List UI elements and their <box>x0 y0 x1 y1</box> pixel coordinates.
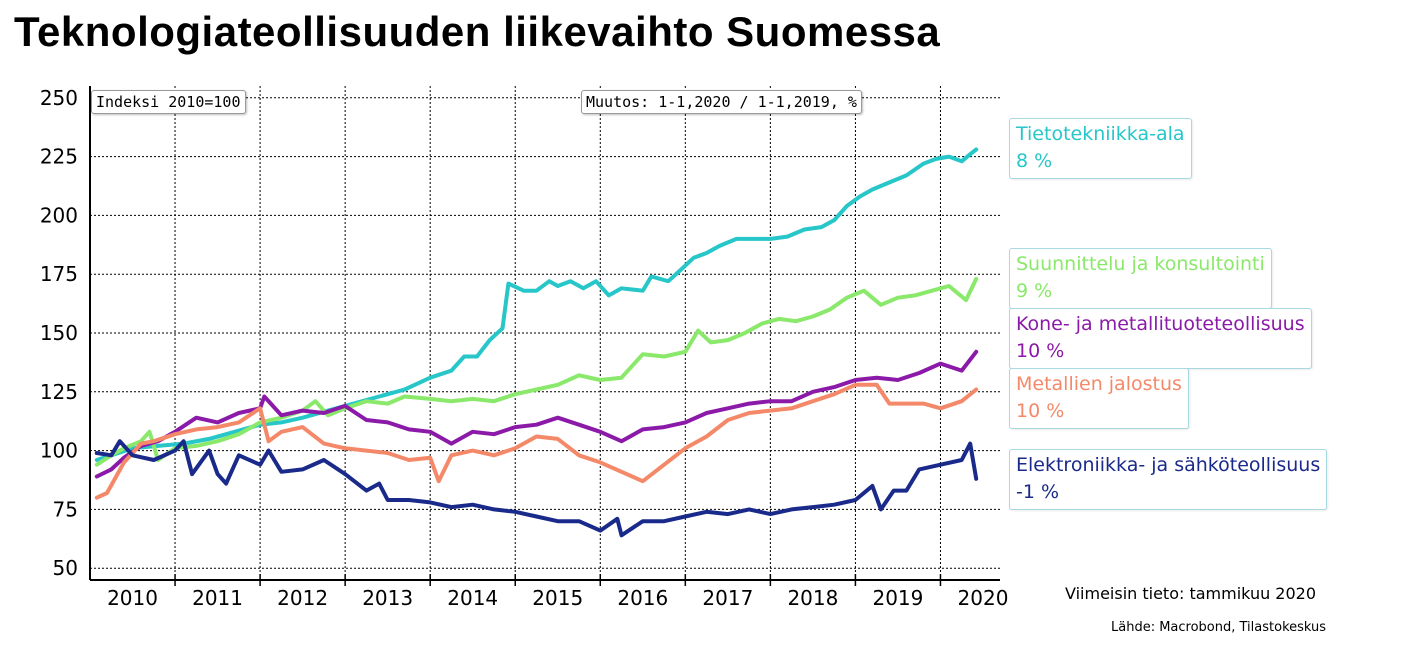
series-label-2: Suunnittelu ja konsultointi 9 % <box>1009 248 1272 309</box>
y-tick-label: 200 <box>40 203 78 227</box>
latest-data-note: Viimeisin tieto: tammikuu 2020 <box>1065 584 1317 603</box>
series-label-1: Tietotekniikka-ala 8 % <box>1009 118 1192 179</box>
series-line-4 <box>94 382 979 500</box>
y-tick-label: 175 <box>40 262 78 286</box>
x-tick-label: 2020 <box>958 586 1009 610</box>
series-line-5 <box>94 439 979 538</box>
y-tick-label: 225 <box>40 145 78 169</box>
x-tick-label: 2019 <box>872 586 923 610</box>
series-label-change: 10 % <box>1016 340 1065 362</box>
series-label-name: Metallien jalostus <box>1016 373 1182 395</box>
series-line-2 <box>94 276 979 467</box>
series-label-change: -1 % <box>1016 481 1060 503</box>
series-label-name: Tietotekniikka-ala <box>1016 123 1185 145</box>
series-line-3 <box>94 349 979 479</box>
series-label-4: Metallien jalostus 10 % <box>1009 368 1189 429</box>
series-line-1 <box>94 147 979 462</box>
series-label-5: Elektroniikka- ja sähköteollisuus -1 % <box>1009 449 1328 510</box>
x-tick-label: 2018 <box>787 586 838 610</box>
series-label-3: Kone- ja metallituoteteollisuus 10 % <box>1009 308 1312 369</box>
x-tick-label: 2016 <box>617 586 668 610</box>
y-tick-label: 150 <box>40 321 78 345</box>
y-tick-label: 250 <box>40 86 78 110</box>
chart-title: Teknologiateollisuuden liikevaihto Suome… <box>14 8 941 55</box>
x-tick-label: 2011 <box>192 586 243 610</box>
x-tick-label: 2017 <box>702 586 753 610</box>
series-label-name: Suunnittelu ja konsultointi <box>1016 253 1265 275</box>
series-label-name: Kone- ja metallituoteteollisuus <box>1016 313 1305 335</box>
x-tick-label: 2013 <box>362 586 413 610</box>
y-tick-label: 50 <box>53 556 78 580</box>
source-note: Lähde: Macrobond, Tilastokeskus <box>1111 620 1327 635</box>
change-label: Muutos: 1-1,2020 / 1-1,2019, % <box>581 90 862 114</box>
x-tick-label: 2015 <box>532 586 583 610</box>
y-tick-label: 125 <box>40 380 78 404</box>
index-label: Indeksi 2010=100 <box>91 90 246 114</box>
series-label-name: Elektroniikka- ja sähköteollisuus <box>1016 454 1321 476</box>
x-tick-label: 2012 <box>277 586 328 610</box>
series-label-change: 9 % <box>1016 280 1053 302</box>
series-label-change: 10 % <box>1016 400 1065 422</box>
x-tick-label: 2014 <box>447 586 498 610</box>
y-tick-label: 75 <box>53 497 78 521</box>
y-tick-label: 100 <box>40 439 78 463</box>
series-label-change: 8 % <box>1016 150 1053 172</box>
x-tick-label: 2010 <box>107 586 158 610</box>
